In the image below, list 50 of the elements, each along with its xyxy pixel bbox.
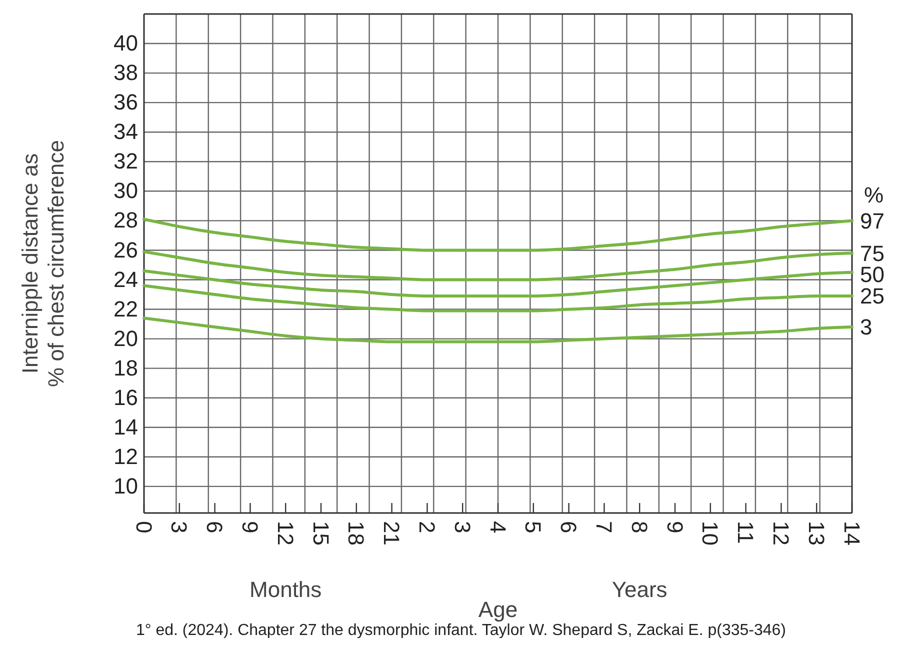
y-tick-label: 10 <box>114 473 138 498</box>
y-tick-label: 24 <box>114 266 138 292</box>
y-tick-label: 20 <box>114 326 138 351</box>
y-tick-label: 30 <box>114 178 138 204</box>
y-tick-label: 12 <box>114 444 138 469</box>
line-series <box>142 250 854 282</box>
legend-title: % <box>864 182 884 208</box>
x-tick-label: 3 <box>166 521 192 534</box>
x-tick-label: 2 <box>414 521 440 534</box>
x-tick-label: 8 <box>626 521 652 534</box>
x-axis-title: Age <box>478 597 518 622</box>
y-tick-label: 26 <box>114 237 138 262</box>
x-tick-label: 21 <box>379 521 404 546</box>
text: Years <box>612 577 668 602</box>
y-tick-label: 28 <box>114 208 138 233</box>
line-series <box>142 316 854 344</box>
y-tick-label: 40 <box>114 30 138 56</box>
series-label: 97 <box>860 208 884 234</box>
line-series <box>142 284 854 312</box>
x-tick-label: 13 <box>804 521 829 546</box>
x-tick-label: 15 <box>308 521 334 546</box>
y-tick-label: 38 <box>114 60 138 86</box>
x-tick-label: 0 <box>131 521 156 534</box>
x-tick-label: 11 <box>733 521 758 544</box>
x-tick-label: 6 <box>556 521 582 534</box>
y-tick-label: 32 <box>114 148 138 174</box>
x-tick-label: 14 <box>839 521 864 546</box>
text: 1° ed. (2024). Chapter 27 the dysmorphic infant. Taylor W. Shepard S, Zackai E. p(335-346) <box>136 622 786 639</box>
series-label: 3 <box>860 314 872 340</box>
y-tick-label: 34 <box>114 119 138 144</box>
y-axis-title: Internipple distance as % of chest circumference <box>18 140 69 387</box>
y-tick-label: 18 <box>114 355 138 380</box>
x-tick-label: 7 <box>592 521 616 534</box>
line-series <box>142 218 854 252</box>
y-tick-label: 22 <box>114 296 138 322</box>
x-tick-label: 10 <box>698 521 723 546</box>
y-tick-label: 14 <box>114 414 138 440</box>
y-tick-label: 16 <box>114 384 138 410</box>
x-tick-label: 12 <box>768 521 794 546</box>
x-tick-label: 12 <box>272 521 298 546</box>
x-tick-label: 18 <box>344 521 369 546</box>
x-tick-label: 6 <box>202 521 228 534</box>
x-tick-label: 9 <box>238 521 262 534</box>
y-tick-label: 36 <box>114 90 138 115</box>
x-tick-label: 9 <box>662 521 688 534</box>
x-tick-label: 3 <box>450 521 475 534</box>
x-tick-label: 4 <box>485 521 510 534</box>
x-tick-label: 5 <box>520 521 546 534</box>
text: Months <box>250 577 322 602</box>
line-series <box>142 269 854 298</box>
